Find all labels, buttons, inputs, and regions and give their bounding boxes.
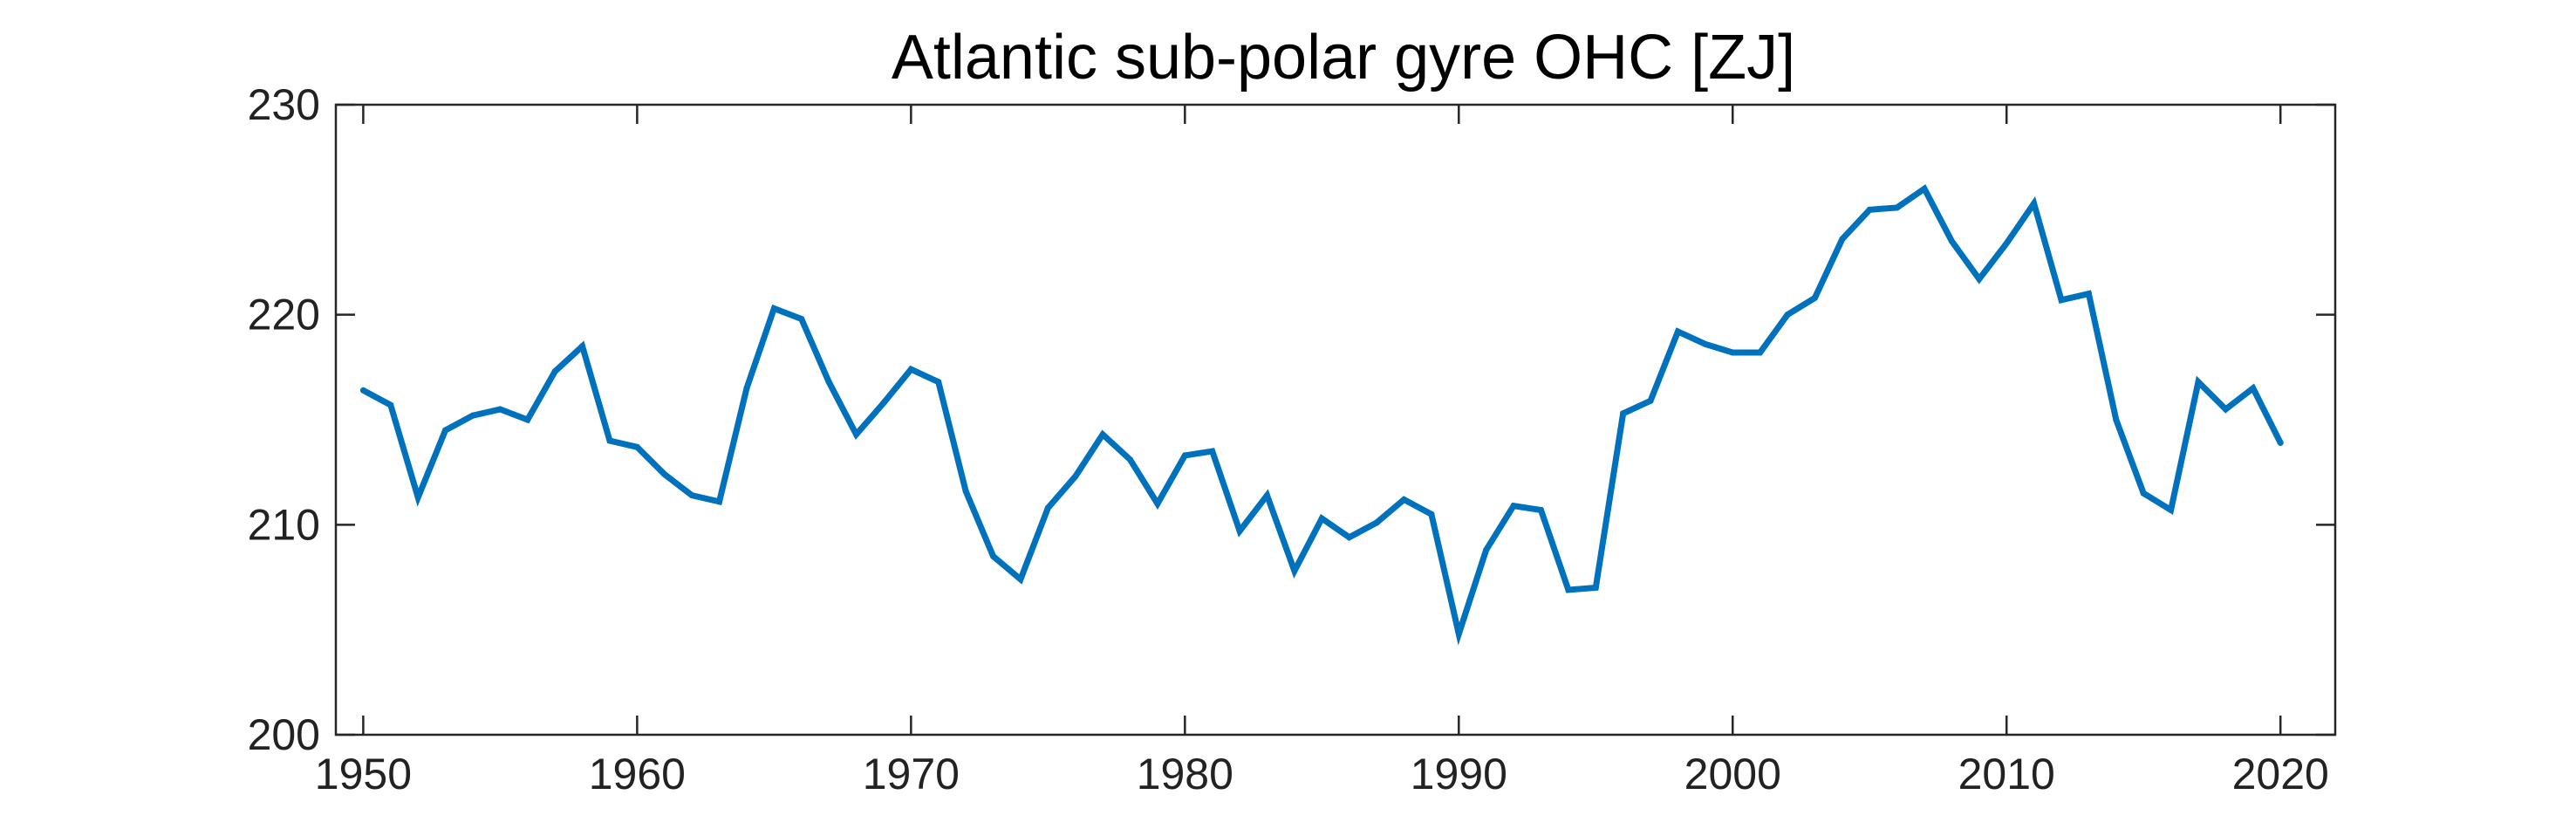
data-point — [1510, 503, 1517, 510]
data-point — [1839, 236, 1846, 243]
x-tick-label: 1960 — [589, 750, 686, 798]
data-point — [2250, 385, 2257, 392]
x-tick-label: 2000 — [1684, 750, 1781, 798]
data-point — [1127, 456, 1134, 463]
data-point — [2168, 506, 2175, 513]
chart-title: Atlantic sub-polar gyre OHC [ZJ] — [892, 23, 1795, 92]
x-tick-label: 1980 — [1137, 750, 1233, 798]
data-point — [990, 552, 997, 559]
data-point — [962, 488, 969, 495]
data-point — [716, 498, 723, 505]
data-point — [1318, 515, 1325, 522]
y-tick-label: 200 — [248, 710, 320, 759]
data-point — [469, 412, 476, 419]
data-point — [2085, 291, 2092, 298]
data-point — [1976, 276, 1983, 283]
data-point — [1044, 504, 1051, 511]
data-point — [359, 387, 366, 394]
data-point — [935, 379, 942, 386]
data-point — [2031, 200, 2038, 207]
data-point — [1811, 294, 1818, 301]
data-point — [551, 368, 558, 375]
tick-labels: 1950 1960 1970 1980 1990 2000 2010 2020 200 210 22… — [248, 80, 2329, 798]
data-point — [2277, 439, 2284, 446]
plot-area — [359, 184, 2284, 646]
data-point — [387, 401, 394, 408]
data-point — [1346, 534, 1353, 541]
data-point — [1154, 500, 1161, 507]
data-point — [1866, 206, 1873, 213]
x-tick-label: 1950 — [315, 750, 412, 798]
data-point — [907, 366, 914, 373]
data-point — [743, 385, 750, 392]
data-point — [853, 431, 860, 438]
data-point — [1400, 496, 1407, 503]
x-tick-label: 1970 — [863, 750, 960, 798]
x-tick-label: 1990 — [1411, 750, 1507, 798]
data-point — [1537, 506, 1544, 513]
data-point — [1757, 349, 1764, 356]
y-tick-label: 210 — [248, 500, 320, 549]
data-point — [1291, 567, 1298, 574]
data-point — [1483, 546, 1490, 553]
data-point — [2003, 240, 2010, 247]
data-point — [414, 494, 421, 501]
data-point — [1921, 185, 1928, 192]
data-point — [1099, 431, 1106, 438]
data-point — [1373, 519, 1380, 526]
data-point — [496, 406, 503, 413]
data-point — [661, 471, 668, 478]
y-tick-label: 230 — [248, 80, 320, 129]
data-point — [1209, 448, 1216, 455]
data-point — [825, 379, 832, 386]
data-point — [2058, 297, 2065, 304]
data-point — [1592, 585, 1599, 592]
data-point — [1948, 237, 1955, 244]
data-point — [1017, 576, 1024, 583]
data-point — [2195, 379, 2202, 386]
data-point — [2113, 416, 2120, 423]
data-point — [1674, 328, 1681, 335]
data-point — [1702, 340, 1709, 347]
data-point — [524, 416, 531, 423]
data-point — [1647, 397, 1654, 404]
data-point — [1729, 349, 1736, 356]
data-point — [798, 315, 805, 322]
x-tick-label: 2010 — [1958, 750, 2055, 798]
data-point — [1181, 452, 1188, 459]
data-point — [579, 343, 586, 350]
data-point — [633, 443, 640, 450]
y-tick-label: 220 — [248, 291, 320, 339]
data-point — [1264, 492, 1271, 499]
data-point — [1455, 630, 1462, 637]
data-point — [1428, 510, 1435, 517]
data-point — [1236, 528, 1243, 535]
data-point — [442, 427, 449, 434]
data-point — [1894, 204, 1901, 211]
data-point — [1784, 312, 1791, 319]
x-tick-label: 2020 — [2232, 750, 2329, 798]
data-point — [2222, 406, 2229, 413]
data-point — [880, 400, 887, 407]
data-point — [2140, 490, 2147, 497]
axes-box — [334, 103, 2337, 737]
data-point — [688, 492, 695, 499]
data-point — [1620, 410, 1627, 417]
data-point — [606, 437, 613, 444]
data-point — [1565, 586, 1572, 593]
data-point — [1072, 473, 1079, 480]
data-point — [770, 305, 777, 312]
